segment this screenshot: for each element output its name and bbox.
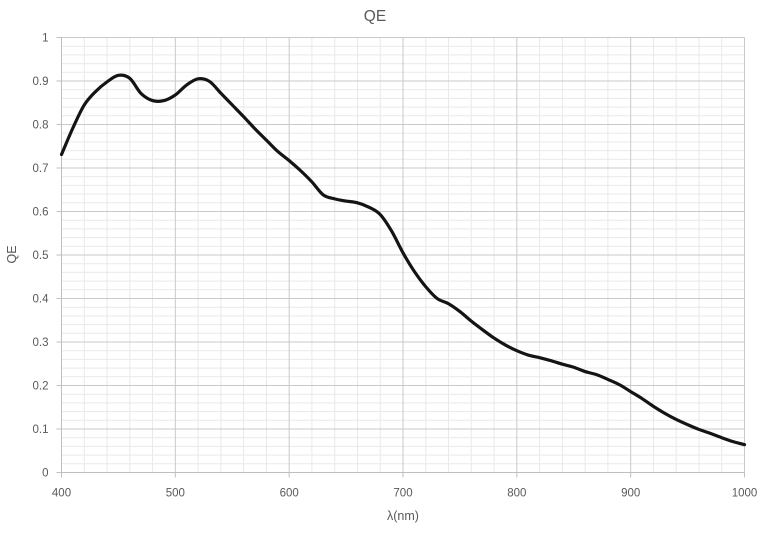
y-axis-title: QE <box>5 245 19 263</box>
y-tick-label: 0.1 <box>33 424 49 436</box>
y-tick-label: 0.4 <box>33 294 50 306</box>
y-tick-label: 0.6 <box>33 207 49 219</box>
y-tick-label: 0.3 <box>33 337 49 349</box>
x-axis-tick-labels: 400 500 600 700 800 900 1000 <box>52 488 757 500</box>
axis-lines-and-ticks <box>56 37 745 478</box>
x-tick-label: 1000 <box>732 488 758 500</box>
x-tick-label: 900 <box>621 488 640 500</box>
y-tick-label: 1 <box>42 33 48 45</box>
x-tick-label: 600 <box>280 488 299 500</box>
x-tick-label: 700 <box>393 488 412 500</box>
x-axis-title: λ(nm) <box>387 509 419 523</box>
chart-title: QE <box>364 8 386 25</box>
y-tick-label: 0.5 <box>33 250 49 262</box>
x-tick-label: 800 <box>507 488 526 500</box>
y-tick-label: 0.2 <box>33 381 49 393</box>
y-tick-label: 0.7 <box>33 163 49 175</box>
y-tick-label: 0.9 <box>33 76 49 88</box>
x-tick-label: 400 <box>52 488 71 500</box>
y-tick-label: 0 <box>42 468 48 480</box>
y-tick-label: 0.8 <box>33 120 49 132</box>
x-tick-label: 500 <box>166 488 185 500</box>
y-axis-tick-labels: 0 0.1 0.2 0.3 0.4 0.5 0.6 0.7 0.8 0.9 1 <box>33 33 50 480</box>
qe-curve <box>59 73 747 447</box>
